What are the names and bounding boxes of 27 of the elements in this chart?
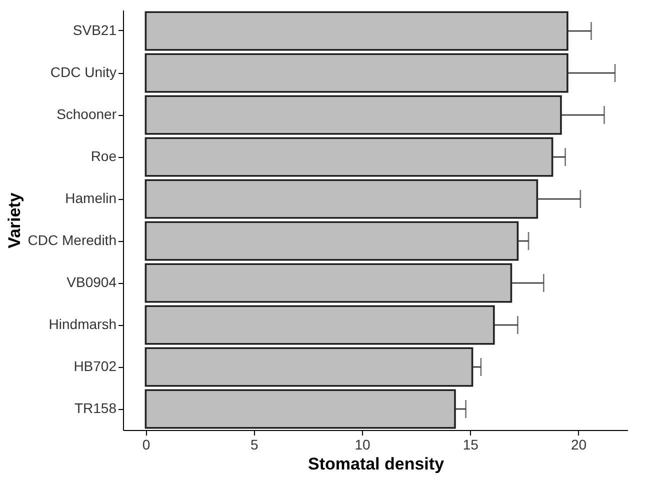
y-tick-label: Roe bbox=[90, 148, 117, 164]
bar bbox=[144, 389, 456, 429]
y-tick-label: VB0904 bbox=[66, 274, 117, 290]
x-tick-label: 0 bbox=[142, 436, 150, 452]
bar bbox=[144, 305, 495, 345]
y-tick-label: Hindmarsh bbox=[48, 316, 116, 332]
y-tick-label: CDC Meredith bbox=[28, 232, 116, 248]
bar bbox=[144, 95, 562, 135]
bar bbox=[144, 53, 568, 93]
bar bbox=[144, 179, 538, 219]
x-tick-label: 10 bbox=[354, 436, 370, 452]
bar bbox=[144, 263, 512, 303]
x-tick-label: 15 bbox=[462, 436, 479, 452]
y-tick-label: TR158 bbox=[74, 400, 117, 416]
y-tick-label: Schooner bbox=[56, 106, 117, 122]
bar bbox=[144, 347, 474, 387]
x-axis-title: Stomatal density bbox=[308, 454, 445, 474]
y-tick-label: SVB21 bbox=[72, 22, 117, 38]
bar bbox=[144, 11, 568, 51]
y-tick-label: CDC Unity bbox=[50, 64, 116, 80]
y-tick-label: Hamelin bbox=[65, 190, 116, 206]
bar bbox=[144, 221, 519, 261]
bar bbox=[144, 137, 554, 177]
y-tick-label: HB702 bbox=[74, 358, 117, 374]
x-tick-label: 20 bbox=[570, 436, 587, 452]
y-axis-title: Variety bbox=[4, 192, 24, 248]
x-tick-label: 5 bbox=[250, 436, 258, 452]
